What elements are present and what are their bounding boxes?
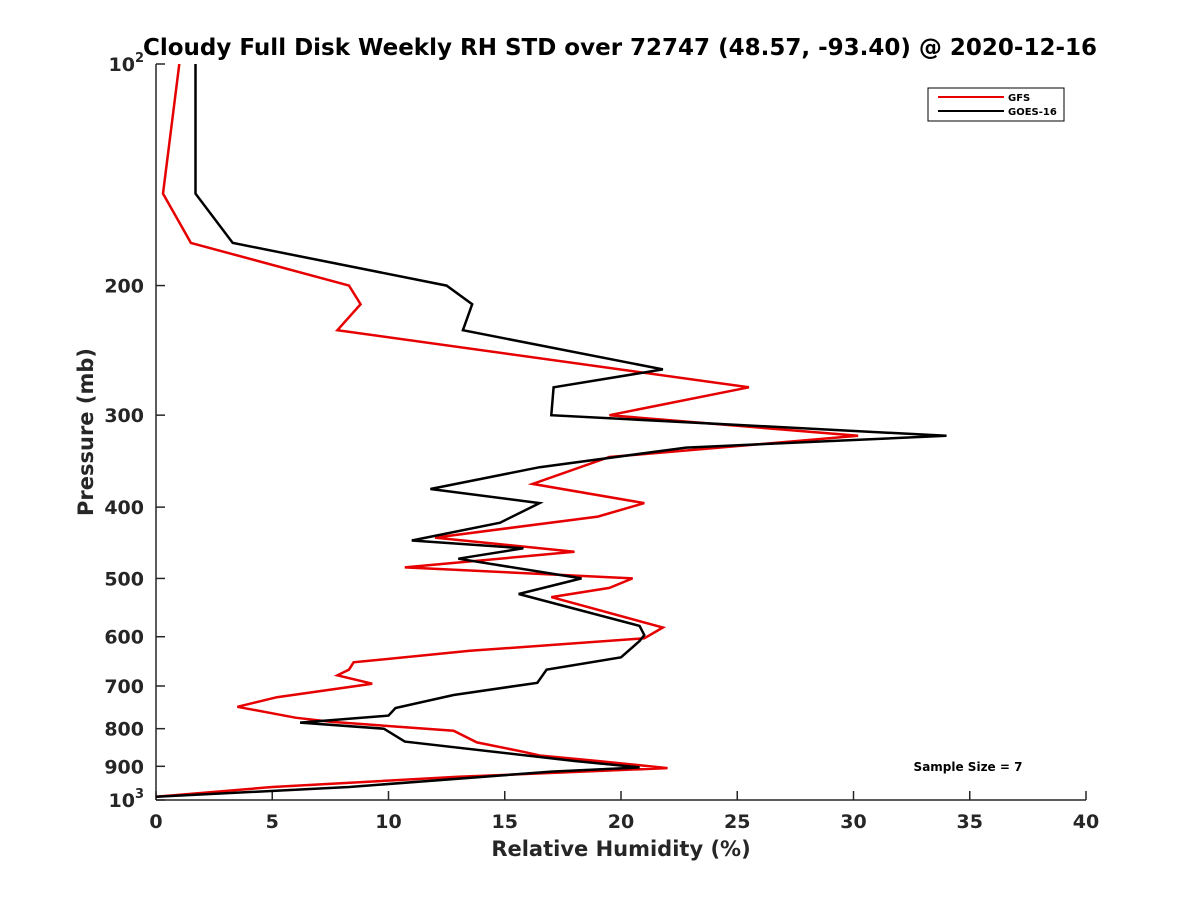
series-layer	[155, 63, 947, 799]
x-tick-label: 15	[492, 811, 518, 833]
x-tick-label: 25	[724, 811, 750, 833]
y-tick-label: 200	[104, 276, 144, 298]
sample-size-annotation: Sample Size = 7	[914, 760, 1023, 774]
legend-label-gfs: GFS	[1008, 93, 1030, 104]
y-tick-label: 700	[104, 676, 144, 698]
series-line-gfs	[155, 63, 859, 799]
y-tick-label: 500	[104, 568, 144, 590]
y-tick-label: 900	[104, 756, 144, 778]
y-tick-label: 600	[104, 627, 144, 649]
y-tick-label: 400	[104, 497, 144, 519]
legend-box	[927, 87, 1065, 122]
x-tick-label: 30	[840, 811, 866, 833]
legend-label-goes16: GOES-16	[1008, 107, 1057, 118]
axes	[155, 64, 1086, 801]
x-tick-label: 40	[1073, 811, 1099, 833]
legend: GFS GOES-16	[927, 87, 1065, 122]
y-tick-label: 300	[104, 405, 144, 427]
y-ticks: 102 200 300 400 500 600 700 800 900 103	[104, 51, 165, 812]
series-line-goes16	[155, 64, 947, 799]
y-tick-label: 800	[104, 719, 144, 741]
y-axis-label: Pressure (mb)	[74, 348, 98, 516]
x-tick-label: 10	[375, 811, 401, 833]
chart-title: Cloudy Full Disk Weekly RH STD over 7274…	[143, 35, 1097, 61]
x-axis-label: Relative Humidity (%)	[491, 837, 750, 861]
x-ticks: 0 5 10 15 20 25 30 35 40	[149, 791, 1099, 833]
x-tick-label: 20	[608, 811, 634, 833]
y-tick-label: 103	[109, 787, 145, 812]
x-tick-label: 0	[149, 811, 162, 833]
x-tick-label: 5	[266, 811, 279, 833]
x-tick-label: 35	[957, 811, 983, 833]
y-tick-label: 102	[109, 51, 145, 76]
